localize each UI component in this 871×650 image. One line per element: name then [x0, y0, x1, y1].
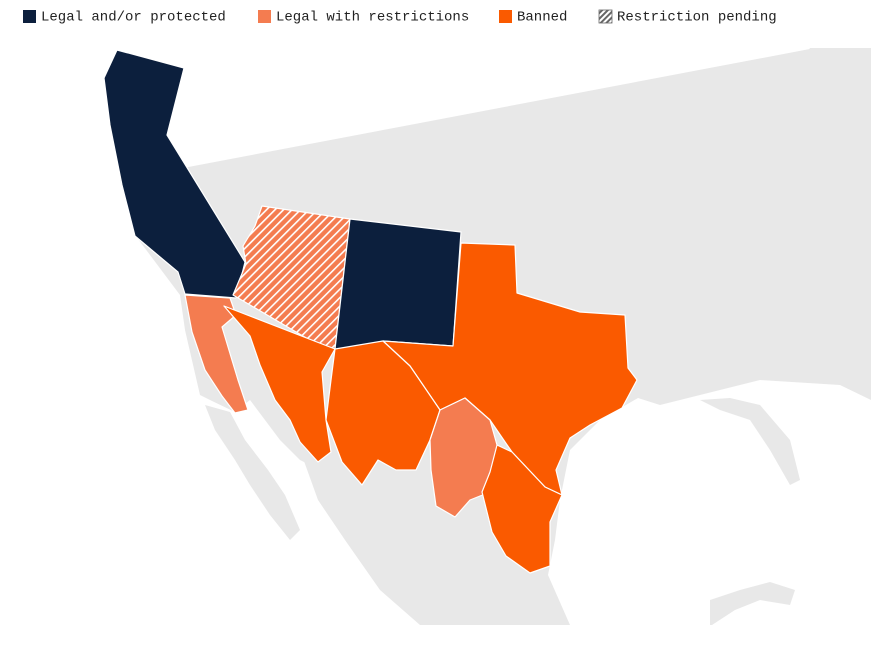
baja-peninsula [205, 405, 300, 540]
legend-label: Banned [517, 10, 567, 26]
legend-swatch [499, 10, 512, 23]
sonora [223, 305, 336, 463]
florida [700, 398, 800, 485]
legend-swatch [258, 10, 271, 23]
coahuila [429, 397, 501, 518]
legend-swatch [598, 9, 613, 24]
cuba [710, 582, 795, 625]
nuevo-leon-tamaulipas [481, 444, 563, 574]
legend-label: Legal and/or protected [41, 10, 226, 26]
legend-swatch [23, 10, 36, 23]
regions [103, 49, 638, 574]
new-mexico [334, 218, 462, 351]
mainland-mexico [300, 450, 560, 625]
california [103, 49, 246, 299]
legend-label: Legal with restrictions [276, 10, 469, 26]
legend: Legal and/or protected Legal with restri… [23, 9, 777, 26]
chihuahua [325, 340, 441, 486]
legend-label: Restriction pending [617, 10, 777, 26]
